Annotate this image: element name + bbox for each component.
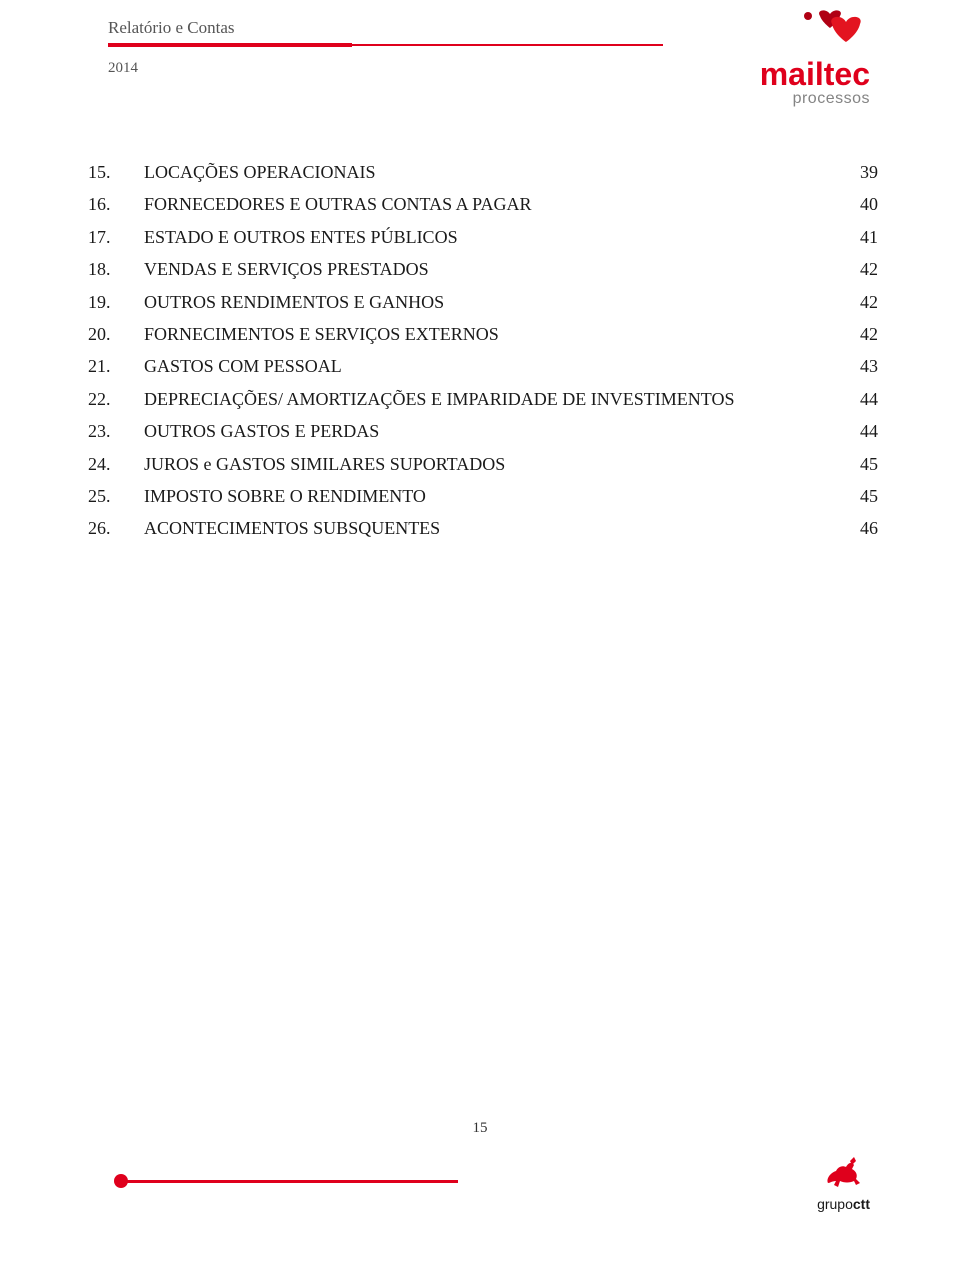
toc-row: 21.GASTOS COM PESSOAL43 <box>88 350 878 382</box>
toc-row: 18.VENDAS E SERVIÇOS PRESTADOS42 <box>88 253 878 285</box>
toc-item-page: 42 <box>838 253 878 285</box>
footer-rule <box>118 1180 458 1183</box>
toc-item-title: JUROS e GASTOS SIMILARES SUPORTADOS <box>144 448 838 480</box>
toc-item-number: 18. <box>88 253 144 285</box>
toc-item-title: LOCAÇÕES OPERACIONAIS <box>144 156 838 188</box>
toc-item-page: 42 <box>838 286 878 318</box>
toc-item-number: 17. <box>88 221 144 253</box>
toc-item-title: ESTADO E OUTROS ENTES PÚBLICOS <box>144 221 838 253</box>
toc-item-title: OUTROS RENDIMENTOS E GANHOS <box>144 286 838 318</box>
toc-item-title: DEPRECIAÇÕES/ AMORTIZAÇÕES E IMPARIDADE … <box>144 383 838 415</box>
toc-item-page: 41 <box>838 221 878 253</box>
toc-item-title: IMPOSTO SOBRE O RENDIMENTO <box>144 480 838 512</box>
toc-row: 19.OUTROS RENDIMENTOS E GANHOS42 <box>88 286 878 318</box>
ctt-text: ctt <box>853 1196 870 1212</box>
toc-row: 20.FORNECIMENTOS E SERVIÇOS EXTERNOS42 <box>88 318 878 350</box>
toc-row: 15.LOCAÇÕES OPERACIONAIS39 <box>88 156 878 188</box>
toc-row: 22.DEPRECIAÇÕES/ AMORTIZAÇÕES E IMPARIDA… <box>88 383 878 415</box>
toc-item-page: 42 <box>838 318 878 350</box>
toc-item-page: 43 <box>838 350 878 382</box>
toc-item-title: ACONTECIMENTOS SUBSQUENTES <box>144 512 838 544</box>
toc-item-number: 21. <box>88 350 144 382</box>
mailtec-brand-text: mailtec <box>760 56 870 92</box>
mailtec-sub-text: processos <box>760 90 870 108</box>
toc-item-page: 40 <box>838 188 878 220</box>
mailtec-hearts-icon <box>798 6 870 58</box>
toc-item-title: FORNECEDORES E OUTRAS CONTAS A PAGAR <box>144 188 838 220</box>
toc-row: 23.OUTROS GASTOS E PERDAS44 <box>88 415 878 447</box>
toc-item-number: 25. <box>88 480 144 512</box>
toc-item-title: OUTROS GASTOS E PERDAS <box>144 415 838 447</box>
toc-item-page: 45 <box>838 480 878 512</box>
toc-item-page: 45 <box>838 448 878 480</box>
toc-item-number: 15. <box>88 156 144 188</box>
toc-item-title: GASTOS COM PESSOAL <box>144 350 838 382</box>
toc-item-page: 44 <box>838 415 878 447</box>
grupoctt-text: grupoctt <box>817 1196 870 1212</box>
toc-item-number: 26. <box>88 512 144 544</box>
toc-row: 16.FORNECEDORES E OUTRAS CONTAS A PAGAR4… <box>88 188 878 220</box>
header-title: Relatório e Contas <box>108 18 663 38</box>
toc-row: 17.ESTADO E OUTROS ENTES PÚBLICOS41 <box>88 221 878 253</box>
toc-item-number: 22. <box>88 383 144 415</box>
grupoctt-logo: grupoctt <box>817 1155 870 1212</box>
toc-item-title: FORNECIMENTOS E SERVIÇOS EXTERNOS <box>144 318 838 350</box>
horse-icon <box>820 1155 868 1191</box>
toc-item-page: 39 <box>838 156 878 188</box>
header-year: 2014 <box>108 60 663 77</box>
toc-item-title: VENDAS E SERVIÇOS PRESTADOS <box>144 253 838 285</box>
page-number: 15 <box>0 1120 960 1137</box>
table-of-contents: 15.LOCAÇÕES OPERACIONAIS3916.FORNECEDORE… <box>88 156 878 545</box>
toc-row: 25.IMPOSTO SOBRE O RENDIMENTO45 <box>88 480 878 512</box>
header-rule-thick <box>108 43 352 47</box>
header-rule <box>108 44 663 46</box>
toc-row: 24.JUROS e GASTOS SIMILARES SUPORTADOS45 <box>88 448 878 480</box>
toc-item-number: 23. <box>88 415 144 447</box>
toc-item-number: 20. <box>88 318 144 350</box>
mailtec-logo: mailtec processos <box>760 6 870 108</box>
grupo-text: grupo <box>817 1196 853 1212</box>
toc-item-page: 44 <box>838 383 878 415</box>
toc-item-number: 19. <box>88 286 144 318</box>
toc-item-number: 24. <box>88 448 144 480</box>
page-header: Relatório e Contas 2014 <box>108 18 663 77</box>
toc-item-page: 46 <box>838 512 878 544</box>
toc-row: 26.ACONTECIMENTOS SUBSQUENTES46 <box>88 512 878 544</box>
toc-item-number: 16. <box>88 188 144 220</box>
